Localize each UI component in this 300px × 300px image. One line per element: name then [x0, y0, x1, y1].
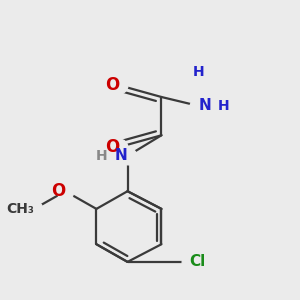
Text: O: O	[51, 182, 65, 200]
Text: O: O	[105, 138, 119, 156]
Text: O: O	[105, 76, 119, 94]
Text: N: N	[198, 98, 211, 113]
Text: H: H	[218, 99, 230, 113]
Text: H: H	[96, 149, 108, 163]
Text: H: H	[192, 65, 204, 79]
Text: Cl: Cl	[190, 254, 206, 269]
Text: CH₃: CH₃	[6, 202, 34, 216]
Text: N: N	[115, 148, 128, 164]
